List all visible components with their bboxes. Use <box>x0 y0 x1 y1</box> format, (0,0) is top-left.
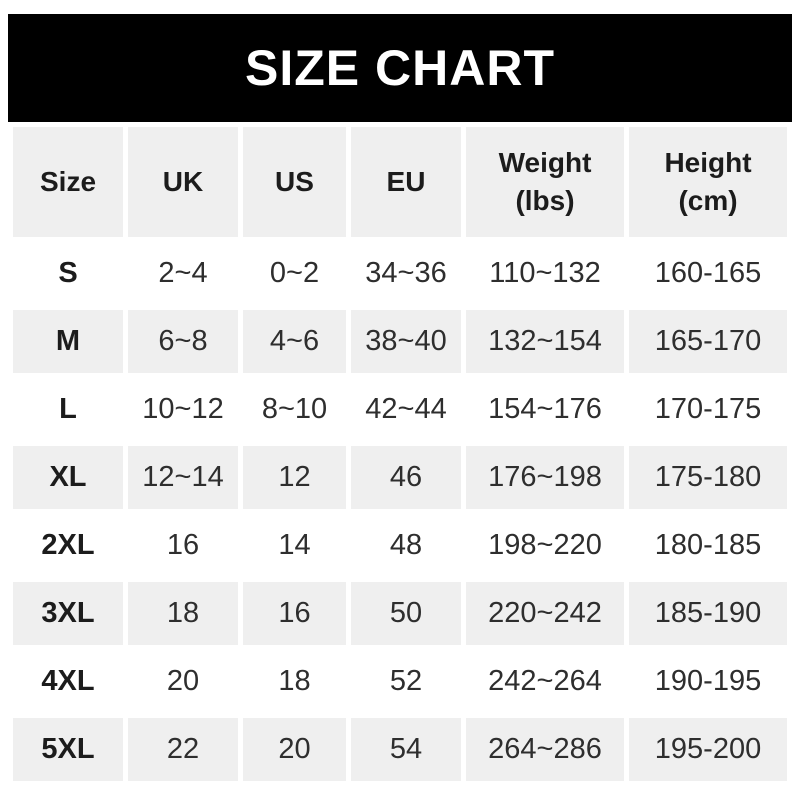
cell-height: 175-180 <box>629 446 787 509</box>
column-header-weight: Weight (lbs) <box>466 127 624 237</box>
cell-height: 195-200 <box>629 718 787 781</box>
column-header-us: US <box>243 127 346 237</box>
table-row-l: L 10~12 8~10 42~44 154~176 170-175 <box>13 378 787 441</box>
cell-eu: 34~36 <box>351 242 461 305</box>
cell-weight: 132~154 <box>466 310 624 373</box>
cell-height: 160-165 <box>629 242 787 305</box>
cell-eu: 54 <box>351 718 461 781</box>
cell-size: L <box>13 378 123 441</box>
cell-us: 16 <box>243 582 346 645</box>
cell-size: S <box>13 242 123 305</box>
cell-eu: 48 <box>351 514 461 577</box>
cell-uk: 16 <box>128 514 238 577</box>
cell-eu: 46 <box>351 446 461 509</box>
table-row-2xl: 2XL 16 14 48 198~220 180-185 <box>13 514 787 577</box>
cell-eu: 50 <box>351 582 461 645</box>
cell-size: XL <box>13 446 123 509</box>
cell-eu: 38~40 <box>351 310 461 373</box>
cell-uk: 18 <box>128 582 238 645</box>
cell-size: 2XL <box>13 514 123 577</box>
header-row: Size UK US EU Weight (lbs) Height (cm) <box>13 127 787 237</box>
cell-us: 4~6 <box>243 310 346 373</box>
size-chart-table: Size UK US EU Weight (lbs) Height (cm) S… <box>8 122 792 786</box>
cell-us: 14 <box>243 514 346 577</box>
column-header-uk: UK <box>128 127 238 237</box>
table-row-m: M 6~8 4~6 38~40 132~154 165-170 <box>13 310 787 373</box>
cell-weight: 264~286 <box>466 718 624 781</box>
cell-uk: 20 <box>128 650 238 713</box>
cell-height: 190-195 <box>629 650 787 713</box>
table-row-3xl: 3XL 18 16 50 220~242 185-190 <box>13 582 787 645</box>
cell-size: 4XL <box>13 650 123 713</box>
cell-uk: 2~4 <box>128 242 238 305</box>
cell-size: M <box>13 310 123 373</box>
cell-uk: 6~8 <box>128 310 238 373</box>
cell-eu: 42~44 <box>351 378 461 441</box>
page-title: SIZE CHART <box>245 40 555 96</box>
cell-size: 3XL <box>13 582 123 645</box>
cell-weight: 220~242 <box>466 582 624 645</box>
cell-height: 185-190 <box>629 582 787 645</box>
cell-uk: 10~12 <box>128 378 238 441</box>
cell-size: 5XL <box>13 718 123 781</box>
cell-us: 12 <box>243 446 346 509</box>
table-row-s: S 2~4 0~2 34~36 110~132 160-165 <box>13 242 787 305</box>
cell-weight: 154~176 <box>466 378 624 441</box>
column-header-height: Height (cm) <box>629 127 787 237</box>
cell-us: 0~2 <box>243 242 346 305</box>
cell-weight: 242~264 <box>466 650 624 713</box>
cell-uk: 22 <box>128 718 238 781</box>
table-row-xl: XL 12~14 12 46 176~198 175-180 <box>13 446 787 509</box>
cell-eu: 52 <box>351 650 461 713</box>
column-header-size: Size <box>13 127 123 237</box>
cell-weight: 198~220 <box>466 514 624 577</box>
cell-height: 180-185 <box>629 514 787 577</box>
cell-us: 18 <box>243 650 346 713</box>
table-row-5xl: 5XL 22 20 54 264~286 195-200 <box>13 718 787 781</box>
cell-uk: 12~14 <box>128 446 238 509</box>
cell-height: 170-175 <box>629 378 787 441</box>
cell-weight: 176~198 <box>466 446 624 509</box>
cell-weight: 110~132 <box>466 242 624 305</box>
cell-us: 20 <box>243 718 346 781</box>
column-header-eu: EU <box>351 127 461 237</box>
size-chart-banner: SIZE CHART <box>8 14 792 122</box>
cell-height: 165-170 <box>629 310 787 373</box>
table-row-4xl: 4XL 20 18 52 242~264 190-195 <box>13 650 787 713</box>
cell-us: 8~10 <box>243 378 346 441</box>
